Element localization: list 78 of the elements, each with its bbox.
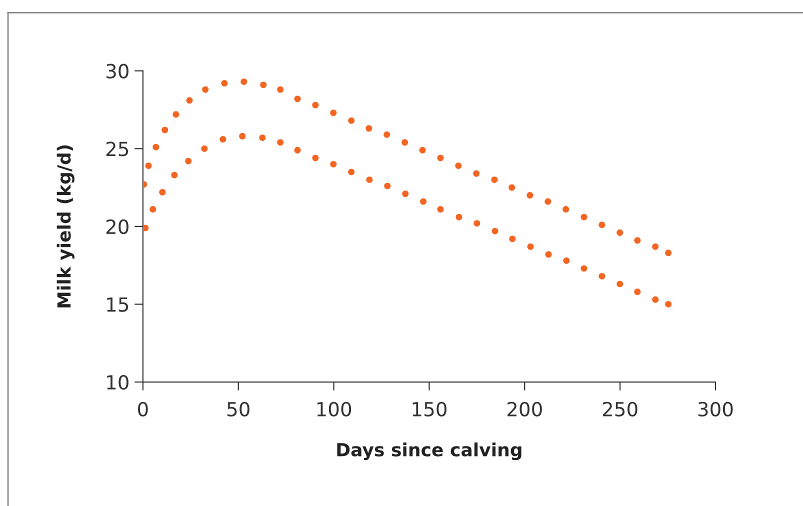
point xyxy=(402,190,409,198)
point xyxy=(142,224,149,232)
point xyxy=(221,80,228,87)
point xyxy=(384,131,390,138)
point xyxy=(473,170,480,177)
x-tick-label: 300 xyxy=(698,402,733,417)
point xyxy=(616,229,624,236)
point xyxy=(652,243,659,250)
point xyxy=(665,250,672,256)
point xyxy=(348,168,355,176)
point xyxy=(366,176,373,184)
point xyxy=(634,288,641,296)
point xyxy=(220,136,226,143)
x-tick-label: 250 xyxy=(602,402,638,417)
point xyxy=(598,272,606,280)
point xyxy=(526,192,534,199)
point xyxy=(437,206,444,213)
y-tick-label: 20 xyxy=(106,219,128,234)
point xyxy=(402,139,408,146)
x-tick-label: 0 xyxy=(138,402,148,417)
point xyxy=(239,132,246,140)
point xyxy=(616,280,624,288)
point xyxy=(580,265,588,272)
point xyxy=(172,111,180,118)
point xyxy=(634,237,641,244)
point xyxy=(171,172,178,178)
y-tick-label: 15 xyxy=(107,297,128,312)
point xyxy=(159,188,166,196)
point xyxy=(152,144,160,150)
point xyxy=(580,214,588,220)
point xyxy=(186,97,193,104)
point xyxy=(652,296,659,303)
point xyxy=(384,182,391,190)
point xyxy=(294,96,301,102)
x-tick-label: 100 xyxy=(317,402,352,417)
point xyxy=(492,228,498,234)
point xyxy=(312,102,319,108)
point xyxy=(330,110,337,116)
y-tick-label: 30 xyxy=(106,64,128,79)
point xyxy=(437,154,444,162)
point xyxy=(240,78,248,85)
point xyxy=(562,206,570,213)
x-axis-title: Days since calving xyxy=(337,442,522,460)
point xyxy=(185,158,192,164)
point xyxy=(366,125,372,132)
point xyxy=(544,198,552,205)
point xyxy=(201,145,208,152)
point xyxy=(420,198,427,205)
point xyxy=(162,126,168,134)
x-tick-label: 50 xyxy=(227,402,250,417)
point xyxy=(202,86,209,93)
x-tick-label: 200 xyxy=(507,402,542,417)
point xyxy=(598,222,606,228)
x-tick-label: 150 xyxy=(412,402,446,417)
point xyxy=(145,162,152,170)
point xyxy=(474,220,480,227)
point xyxy=(330,160,337,168)
point xyxy=(277,139,284,146)
point xyxy=(509,236,516,242)
y-axis-title: Milk yield (kg/d) xyxy=(56,145,74,308)
y-tick-label: 10 xyxy=(107,374,128,390)
point xyxy=(456,214,462,220)
point xyxy=(563,257,570,264)
point xyxy=(527,243,534,250)
point xyxy=(260,82,267,88)
point xyxy=(455,162,462,170)
point xyxy=(491,176,498,184)
point xyxy=(259,134,266,142)
point xyxy=(545,251,552,258)
point xyxy=(665,300,672,308)
point xyxy=(508,184,516,191)
point xyxy=(348,117,355,124)
point xyxy=(419,146,426,154)
point xyxy=(312,154,319,162)
point xyxy=(277,86,284,93)
point xyxy=(150,206,156,213)
y-tick-label: 25 xyxy=(106,142,128,156)
point xyxy=(294,146,301,154)
